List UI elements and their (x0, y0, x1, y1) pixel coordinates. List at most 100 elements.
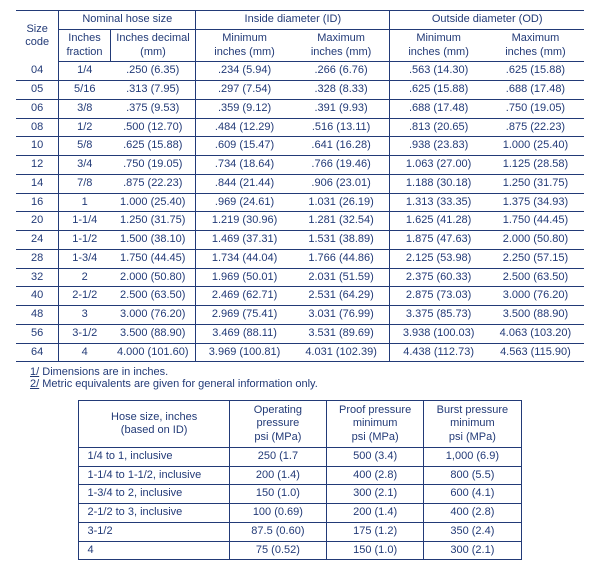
cell: 3.500 (88.90) (487, 306, 584, 325)
footnote: 2/ Metric equivalents are given for gene… (30, 378, 584, 390)
cell: 2 (59, 268, 110, 287)
cell: .750 (19.05) (110, 156, 196, 175)
cell: 32 (16, 268, 59, 287)
table-row: 147/8.875 (22.23).844 (21.44).906 (23.01… (16, 174, 584, 193)
cell: 350 (2.4) (424, 522, 521, 541)
cell: 1/2 (59, 118, 110, 137)
cell: 06 (16, 99, 59, 118)
hdr-od-max: Maximuminches (mm) (487, 29, 584, 62)
cell: 4 (79, 541, 229, 560)
cell: 1.750 (44.45) (487, 212, 584, 231)
cell: 16 (16, 193, 59, 212)
cell: 04 (16, 62, 59, 81)
cell: 3.531 (89.69) (293, 324, 390, 343)
cell: 3.375 (85.73) (390, 306, 487, 325)
table-row: 105/8.625 (15.88).609 (15.47).641 (16.28… (16, 137, 584, 156)
cell: 5/16 (59, 81, 110, 100)
cell: .625 (15.88) (390, 81, 487, 100)
cell: 300 (2.1) (327, 485, 424, 504)
cell: 3.000 (76.20) (110, 306, 196, 325)
table-row: 055/16.313 (7.95).297 (7.54).328 (8.33).… (16, 81, 584, 100)
cell: 1.281 (32.54) (293, 212, 390, 231)
cell: .484 (12.29) (196, 118, 293, 137)
cell: 1.250 (31.75) (487, 174, 584, 193)
hdr-id: Inside diameter (ID) (196, 11, 390, 30)
cell: 2.375 (60.33) (390, 268, 487, 287)
cell: 4.000 (101.60) (110, 343, 196, 362)
dimensions-table: Sizecode Nominal hose size Inside diamet… (16, 10, 584, 362)
cell: 3 (59, 306, 110, 325)
cell: .813 (20.65) (390, 118, 487, 137)
cell: 3/4 (59, 156, 110, 175)
hdr-dec: Inches decimal(mm) (110, 29, 196, 62)
cell: 1.000 (25.40) (110, 193, 196, 212)
cell: .625 (15.88) (110, 137, 196, 156)
cell: 2-1/2 (59, 287, 110, 306)
cell: 87.5 (0.60) (229, 522, 326, 541)
hdr-id-min: Minimuminches (mm) (196, 29, 293, 62)
cell: 1.375 (34.93) (487, 193, 584, 212)
hdr-frac: Inchesfraction (59, 29, 110, 62)
hdr-size-code: Sizecode (16, 11, 59, 62)
cell: .969 (24.61) (196, 193, 293, 212)
hdr-nominal: Nominal hose size (59, 11, 196, 30)
cell: .734 (18.64) (196, 156, 293, 175)
table-row: 1-3/4 to 2, inclusive150 (1.0)300 (2.1)6… (79, 485, 521, 504)
cell: .688 (17.48) (487, 81, 584, 100)
table-row: 201-1/41.250 (31.75)1.219 (30.96)1.281 (… (16, 212, 584, 231)
cell: 56 (16, 324, 59, 343)
cell: .766 (19.46) (293, 156, 390, 175)
cell: .250 (6.35) (110, 62, 196, 81)
table-row: 3-1/287.5 (0.60)175 (1.2)350 (2.4) (79, 522, 521, 541)
cell: .313 (7.95) (110, 81, 196, 100)
cell: 200 (1.4) (229, 466, 326, 485)
cell: 2.000 (50.80) (487, 231, 584, 250)
table-row: 475 (0.52)150 (1.0)300 (2.1) (79, 541, 521, 560)
cell: 20 (16, 212, 59, 231)
cell: 3/8 (59, 99, 110, 118)
cell: 4.063 (103.20) (487, 324, 584, 343)
hdr-hose: Hose size, inches(based on ID) (79, 401, 229, 448)
cell: 1.750 (44.45) (110, 249, 196, 268)
cell: 3.938 (100.03) (390, 324, 487, 343)
footnotes: 1/ Dimensions are in inches.2/ Metric eq… (30, 366, 584, 390)
cell: .750 (19.05) (487, 99, 584, 118)
cell: 1.250 (31.75) (110, 212, 196, 231)
cell: 2.500 (63.50) (110, 287, 196, 306)
table-row: 063/8.375 (9.53).359 (9.12).391 (9.93).6… (16, 99, 584, 118)
cell: 1.734 (44.04) (196, 249, 293, 268)
cell: 08 (16, 118, 59, 137)
cell: 2.469 (62.71) (196, 287, 293, 306)
cell: 2.531 (64.29) (293, 287, 390, 306)
cell: 175 (1.2) (327, 522, 424, 541)
cell: 300 (2.1) (424, 541, 521, 560)
cell: 05 (16, 81, 59, 100)
cell: 2.969 (75.41) (196, 306, 293, 325)
table-row: 281-3/41.750 (44.45)1.734 (44.04)1.766 (… (16, 249, 584, 268)
cell: 75 (0.52) (229, 541, 326, 560)
cell: 2.875 (73.03) (390, 287, 487, 306)
cell: 1.000 (25.40) (487, 137, 584, 156)
cell: 1-3/4 (59, 249, 110, 268)
hdr-proof: Proof pressureminimumpsi (MPa) (327, 401, 424, 448)
cell: .328 (8.33) (293, 81, 390, 100)
cell: .234 (5.94) (196, 62, 293, 81)
cell: .625 (15.88) (487, 62, 584, 81)
cell: .297 (7.54) (196, 81, 293, 100)
cell: 1/4 to 1, inclusive (79, 447, 229, 466)
cell: 2.500 (63.50) (487, 268, 584, 287)
cell: 1.969 (50.01) (196, 268, 293, 287)
cell: 1-3/4 to 2, inclusive (79, 485, 229, 504)
cell: 800 (5.5) (424, 466, 521, 485)
cell: 7/8 (59, 174, 110, 193)
cell: 3-1/2 (59, 324, 110, 343)
table-row: 4833.000 (76.20)2.969 (75.41)3.031 (76.9… (16, 306, 584, 325)
table-row: 123/4.750 (19.05).734 (18.64).766 (19.46… (16, 156, 584, 175)
cell: 1.531 (38.89) (293, 231, 390, 250)
cell: 1.625 (41.28) (390, 212, 487, 231)
hdr-od-min: Minimuminches (mm) (390, 29, 487, 62)
hdr-op: Operatingpressurepsi (MPa) (229, 401, 326, 448)
cell: 1-1/4 (59, 212, 110, 231)
cell: 3.500 (88.90) (110, 324, 196, 343)
hdr-od: Outside diameter (OD) (390, 11, 584, 30)
